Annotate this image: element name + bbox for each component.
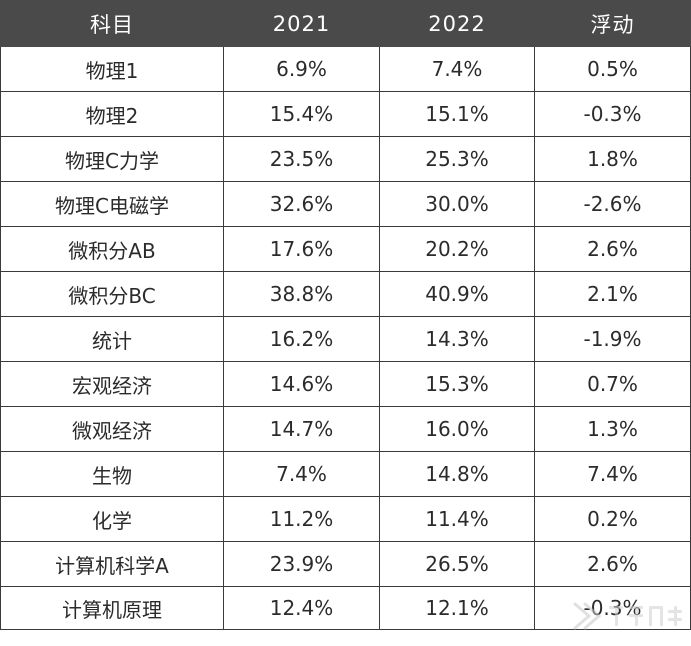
cell-2021: 17.6% (223, 226, 380, 272)
cell-subject: 化学 (0, 496, 224, 542)
cell-2022: 30.0% (379, 181, 535, 227)
cell-2022: 26.5% (379, 541, 535, 587)
cell-subject: 物理2 (0, 91, 224, 137)
table-row: 计算机科学A 23.9% 26.5% 2.6% (0, 541, 691, 587)
cell-2021: 23.9% (223, 541, 380, 587)
cell-subject: 微观经济 (0, 406, 224, 452)
cell-subject: 宏观经济 (0, 361, 224, 407)
cell-2022: 14.3% (379, 316, 535, 362)
table-row: 统计 16.2% 14.3% -1.9% (0, 316, 691, 362)
cell-subject: 统计 (0, 316, 224, 362)
cell-2021: 6.9% (223, 46, 380, 92)
cell-change: 7.4% (534, 451, 691, 497)
cell-subject: 微积分BC (0, 271, 224, 317)
cell-subject: 计算机科学A (0, 541, 224, 587)
table-row: 微观经济 14.7% 16.0% 1.3% (0, 406, 691, 452)
table-row: 微积分AB 17.6% 20.2% 2.6% (0, 226, 691, 272)
table-row: 物理2 15.4% 15.1% -0.3% (0, 91, 691, 137)
cell-change: -0.3% (534, 586, 691, 630)
cell-change: 2.1% (534, 271, 691, 317)
cell-2021: 15.4% (223, 91, 380, 137)
cell-2022: 11.4% (379, 496, 535, 542)
cell-2021: 38.8% (223, 271, 380, 317)
cell-2022: 7.4% (379, 46, 535, 92)
cell-change: 2.6% (534, 541, 691, 587)
cell-change: 2.6% (534, 226, 691, 272)
cell-subject: 生物 (0, 451, 224, 497)
cell-2021: 11.2% (223, 496, 380, 542)
cell-change: 0.7% (534, 361, 691, 407)
table-row: 物理C力学 23.5% 25.3% 1.8% (0, 136, 691, 182)
cell-2022: 12.1% (379, 586, 535, 630)
cell-2021: 23.5% (223, 136, 380, 182)
cell-change: 1.8% (534, 136, 691, 182)
header-subject: 科目 (0, 0, 224, 47)
cell-2021: 14.6% (223, 361, 380, 407)
cell-2021: 14.7% (223, 406, 380, 452)
cell-2022: 15.3% (379, 361, 535, 407)
table-row: 化学 11.2% 11.4% 0.2% (0, 496, 691, 542)
cell-2021: 7.4% (223, 451, 380, 497)
cell-2021: 32.6% (223, 181, 380, 227)
cell-change: 0.2% (534, 496, 691, 542)
cell-change: -0.3% (534, 91, 691, 137)
cell-2021: 12.4% (223, 586, 380, 630)
score-comparison-table: 科目 2021 2022 浮动 物理1 6.9% 7.4% 0.5% 物理2 1… (0, 0, 691, 630)
cell-change: -2.6% (534, 181, 691, 227)
cell-subject: 物理C力学 (0, 136, 224, 182)
table-row: 物理C电磁学 32.6% 30.0% -2.6% (0, 181, 691, 227)
table-row: 生物 7.4% 14.8% 7.4% (0, 451, 691, 497)
header-2021: 2021 (223, 0, 380, 47)
header-2022: 2022 (379, 0, 535, 47)
cell-change: -1.9% (534, 316, 691, 362)
cell-subject: 微积分AB (0, 226, 224, 272)
cell-2022: 16.0% (379, 406, 535, 452)
table-row: 计算机原理 12.4% 12.1% -0.3% (0, 586, 691, 630)
cell-2022: 25.3% (379, 136, 535, 182)
cell-2022: 14.8% (379, 451, 535, 497)
cell-2022: 15.1% (379, 91, 535, 137)
table-row: 微积分BC 38.8% 40.9% 2.1% (0, 271, 691, 317)
cell-change: 0.5% (534, 46, 691, 92)
cell-2022: 20.2% (379, 226, 535, 272)
cell-2022: 40.9% (379, 271, 535, 317)
cell-change: 1.3% (534, 406, 691, 452)
cell-2021: 16.2% (223, 316, 380, 362)
table-row: 宏观经济 14.6% 15.3% 0.7% (0, 361, 691, 407)
cell-subject: 计算机原理 (0, 586, 224, 630)
table-row: 物理1 6.9% 7.4% 0.5% (0, 46, 691, 92)
cell-subject: 物理1 (0, 46, 224, 92)
cell-subject: 物理C电磁学 (0, 181, 224, 227)
header-change: 浮动 (534, 0, 691, 47)
table-header-row: 科目 2021 2022 浮动 (0, 0, 691, 47)
